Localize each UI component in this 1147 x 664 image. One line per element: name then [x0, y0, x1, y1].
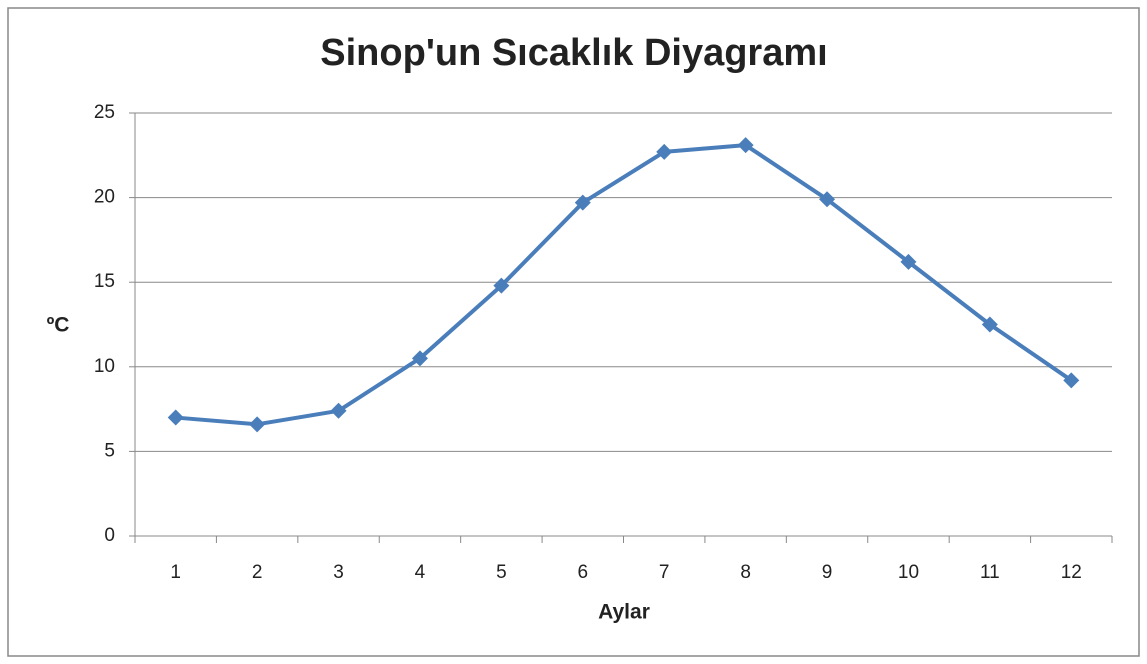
marker — [167, 409, 184, 426]
chart-title: Sinop'un Sıcaklık Diyagramı — [320, 32, 827, 74]
marker — [1063, 372, 1080, 389]
y-tick-label: 15 — [94, 271, 115, 292]
x-tick-label: 1 — [170, 562, 181, 583]
x-axis-label: Aylar — [598, 601, 650, 624]
x-tick-label: 10 — [898, 562, 919, 583]
x-tick-label: 2 — [252, 562, 263, 583]
y-axis-label: ºC — [47, 314, 70, 337]
x-tick-label: 3 — [333, 562, 344, 583]
x-tick-label: 12 — [1061, 562, 1082, 583]
y-tick-label: 25 — [94, 102, 115, 123]
x-tick-label: 5 — [496, 562, 507, 583]
marker — [330, 402, 347, 419]
marker — [656, 143, 673, 160]
line — [175, 143, 1073, 427]
marker — [411, 350, 428, 367]
marker — [737, 137, 754, 154]
marker — [819, 191, 836, 208]
x-tick-label: 7 — [659, 562, 670, 583]
y-tick-label: 10 — [94, 356, 115, 377]
x-tick-label: 6 — [578, 562, 589, 583]
marker — [900, 253, 917, 270]
y-tick-label: 5 — [104, 440, 115, 461]
y-tick-label: 0 — [104, 525, 115, 546]
chart-border — [7, 7, 1140, 657]
x-tick-label: 9 — [822, 562, 833, 583]
x-tick-label: 8 — [740, 562, 751, 583]
marker — [574, 194, 591, 211]
y-tick-label: 20 — [94, 187, 115, 208]
marker — [249, 416, 266, 433]
marker — [981, 316, 998, 333]
x-tick-label: 4 — [415, 562, 426, 583]
marker — [493, 277, 510, 294]
x-tick-label: 11 — [980, 562, 1000, 583]
